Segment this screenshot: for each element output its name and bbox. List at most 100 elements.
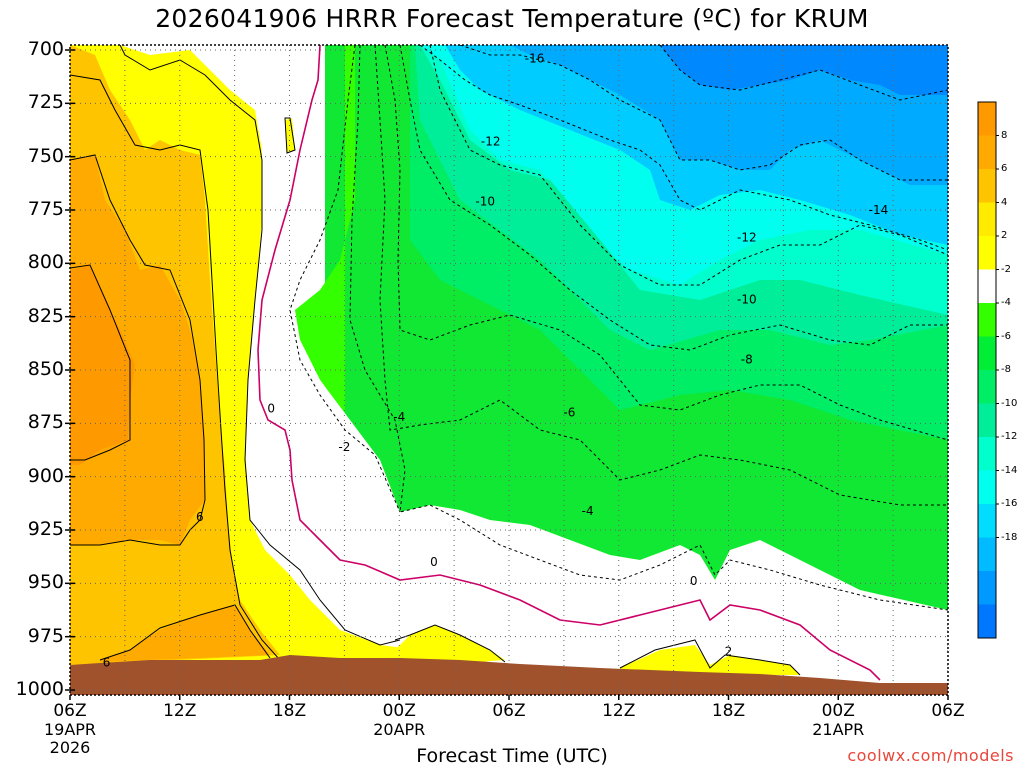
contour-6 <box>70 154 206 546</box>
x-tick-label: 00Z <box>821 701 855 721</box>
contour-label: -4 <box>582 504 594 518</box>
contour-neg16 <box>419 45 948 251</box>
x-tick-label: 06Z <box>53 701 87 721</box>
colorbar-label: -2 <box>1001 263 1011 275</box>
colorbar-label: 4 <box>1001 196 1008 208</box>
colorbar-label: -10 <box>1001 397 1018 409</box>
colorbar-label: -12 <box>1001 431 1018 442</box>
x-tick-label: 18Z <box>711 701 746 721</box>
x-tick-label: 06Z <box>931 701 965 721</box>
colorbar-label: -18 <box>1001 531 1018 543</box>
colorbar-segment <box>978 403 996 438</box>
colorbar-segment <box>978 370 996 404</box>
contour-label: 6 <box>196 510 204 524</box>
contour-label: 0 <box>690 574 698 588</box>
x-tick-label: 00Z <box>382 701 416 721</box>
contour-label: -10 <box>737 293 757 307</box>
y-tick-label: 800 <box>27 251 64 274</box>
contour-label: 0 <box>267 401 275 415</box>
contour-labels: -16 -12 -12 -14 -10 -10 -8 -6 -4 -4 -2 0 0 0 2 6 6 <box>103 52 889 670</box>
y-tick-label: 750 <box>27 144 64 167</box>
contour-neg4 <box>349 45 948 611</box>
colorbar-segment <box>978 537 996 572</box>
colorbar-segment <box>978 470 996 505</box>
contour-label: -10 <box>475 194 495 208</box>
credit-link[interactable]: coolwx.com/models <box>847 746 1014 765</box>
contour-2-spike <box>284 117 296 154</box>
fill-dark-orange-core <box>70 265 135 465</box>
contour-label: -4 <box>393 410 405 424</box>
contour-0-freezing <box>257 45 881 681</box>
contour-neg6 <box>374 45 948 506</box>
colorbar-label: 8 <box>1001 129 1008 141</box>
x-date-label: 2026 <box>49 738 91 757</box>
colorbar-segment <box>978 571 996 605</box>
contour-label: -6 <box>563 406 575 420</box>
axis-ticks <box>65 49 949 700</box>
contour-label: -8 <box>741 352 753 366</box>
y-tick-label: 1000 <box>15 678 64 700</box>
contour-8 <box>70 264 131 461</box>
y-tick-label: 725 <box>27 91 64 114</box>
y-tick-label: 925 <box>27 518 64 540</box>
fill-orange-bottom <box>100 605 270 662</box>
colorbar-segment <box>978 236 996 270</box>
x-axis-title: Forecast Time (UTC) <box>416 745 608 767</box>
contour-2-bottom1 <box>394 624 506 663</box>
contour-label: -2 <box>338 440 350 454</box>
colorbar-segment <box>978 269 996 304</box>
colorbar-label: 2 <box>1001 230 1008 241</box>
x-tick-label: 18Z <box>272 701 307 721</box>
contour-neg14 <box>459 45 948 181</box>
grid <box>70 45 948 695</box>
y-tick-label: 850 <box>27 358 64 380</box>
y-tick-label: 975 <box>27 624 64 647</box>
fill-yellow-small-1 <box>395 625 505 664</box>
contour-label: -14 <box>869 203 889 217</box>
y-tick-label: 825 <box>27 304 64 327</box>
x-tick-label: 12Z <box>163 701 197 721</box>
y-tick-label: 900 <box>27 464 64 487</box>
x-tick-label: 12Z <box>602 701 636 721</box>
colorbar-segment <box>978 202 996 237</box>
chart-title: 2026041906 HRRR Forecast Temperature (ºC… <box>155 4 869 33</box>
colorbar <box>977 101 999 639</box>
colorbar-label: -14 <box>1001 464 1018 476</box>
contour-label: -16 <box>525 52 545 66</box>
contour-neg10 <box>429 45 948 286</box>
colorbar-segment <box>978 336 996 371</box>
contour-label: 2 <box>725 645 733 659</box>
contour-neg12 <box>399 45 948 351</box>
contour-label: 6 <box>103 655 111 669</box>
colorbar-label: -8 <box>1001 364 1011 375</box>
contour-6-bottom <box>99 604 271 661</box>
colorbar-label: -16 <box>1001 498 1018 509</box>
y-tick-label: 700 <box>27 38 64 60</box>
contour-label: -12 <box>481 135 501 149</box>
x-date-label: 19APR <box>43 720 97 739</box>
contour-neg2 <box>289 45 401 513</box>
y-tick-label: 775 <box>27 198 64 220</box>
colorbar-segment <box>978 604 996 639</box>
fill-white-region <box>260 300 948 695</box>
colorbar-segment <box>978 102 996 136</box>
colorbar-segment <box>978 437 996 471</box>
colorbar-label: 6 <box>1001 163 1008 174</box>
fill-deep-blue-region <box>660 45 948 95</box>
contour-neg16b <box>659 45 948 101</box>
x-date-label: 20APR <box>373 720 426 739</box>
contour-4 <box>70 74 281 661</box>
fill-yellow-small-2 <box>620 645 800 675</box>
contour-label: 0 <box>430 555 438 569</box>
colorbar-segment <box>978 169 996 203</box>
y-tick-label: 950 <box>27 571 64 594</box>
colorbar-segment <box>978 135 996 170</box>
colorbar-segment <box>978 303 996 337</box>
y-tick-label: 875 <box>27 411 64 434</box>
contour-label: -12 <box>737 231 757 245</box>
x-date-label: 21APR <box>812 720 865 739</box>
colorbar-segment <box>978 504 996 538</box>
x-tick-label: 06Z <box>492 701 526 721</box>
contour-2-bottom2 <box>619 639 801 676</box>
